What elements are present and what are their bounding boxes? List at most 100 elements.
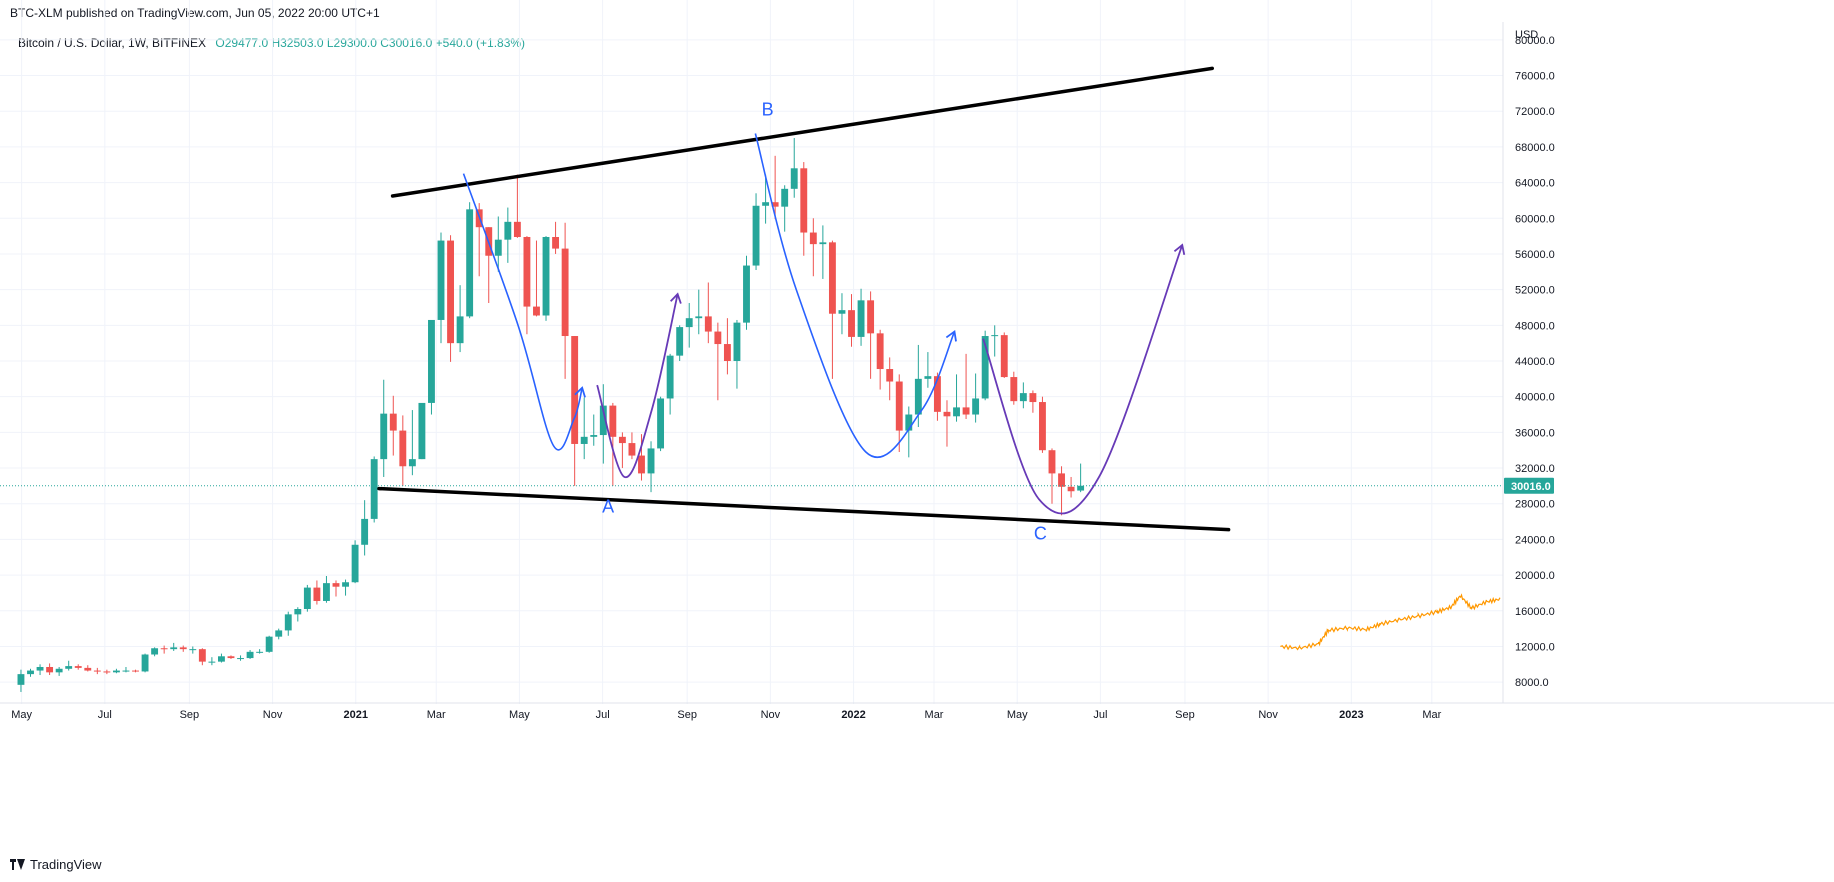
candle-up [981, 330, 989, 401]
y-tick-label: 44000.0 [1515, 356, 1555, 368]
candle-up [762, 174, 770, 224]
candle-body [790, 168, 798, 189]
candle-body [723, 344, 731, 361]
candle-body [685, 318, 693, 328]
x-tick-label: Mar [1422, 709, 1441, 721]
y-tick-label: 24000.0 [1515, 534, 1555, 546]
candle-body [657, 398, 665, 449]
candle-body [513, 221, 521, 237]
x-tick-label: Sep [677, 709, 697, 721]
candle-body [743, 265, 750, 323]
y-tick-label: 40000.0 [1515, 392, 1555, 404]
candle-body [1010, 377, 1018, 402]
candle-body [628, 443, 636, 456]
arrow-head-icon [945, 329, 957, 342]
candle-up [953, 374, 960, 422]
y-tick-label: 76000.0 [1515, 71, 1555, 83]
candle-up [294, 607, 302, 622]
candle-up [256, 649, 264, 654]
candle-up [208, 657, 216, 666]
candle-up [170, 642, 178, 651]
wave-label-c: C [1034, 523, 1047, 543]
candle-body [408, 459, 416, 467]
candle-up [122, 666, 130, 673]
candles [17, 137, 1085, 692]
candle-down [571, 336, 579, 486]
candle-up [151, 647, 159, 657]
candle-body [303, 587, 311, 610]
candle-body [714, 331, 722, 345]
candle-body [160, 648, 168, 650]
last-price-badge [1504, 477, 1554, 494]
candle-body [189, 649, 197, 651]
candle-up [418, 402, 426, 460]
candle-body [170, 647, 178, 650]
tradingview-brand[interactable]: TradingView [10, 857, 102, 872]
candle-up [752, 193, 760, 271]
candle-down [399, 415, 407, 486]
candle-up [657, 396, 665, 452]
wave-label-a: A [602, 497, 614, 517]
candle-up [265, 635, 273, 653]
candle-down [962, 353, 970, 419]
candle-down [198, 648, 206, 666]
candle-body [93, 670, 101, 672]
candle-body [179, 647, 187, 650]
candle-body [132, 670, 139, 672]
candle-body [609, 405, 617, 437]
candle-body [599, 405, 607, 436]
candle-body [256, 651, 264, 653]
purple-cycle-curve [982, 244, 1184, 515]
x-tick-label: Nov [1258, 709, 1278, 721]
trendline-lower-support [377, 486, 1231, 532]
candle-body [332, 583, 340, 587]
candle-up [456, 285, 464, 353]
candle-body [953, 407, 960, 417]
x-tick-label: 2022 [841, 709, 865, 721]
candle-up [437, 232, 445, 344]
candle-up [733, 319, 741, 389]
candle-down [389, 395, 397, 456]
candle-body [571, 336, 579, 444]
candle-body [857, 300, 865, 337]
candle-body [380, 413, 388, 460]
candle-down [1029, 390, 1037, 413]
candle-body [1067, 486, 1075, 492]
candle-up [237, 655, 244, 661]
candle-up [55, 666, 63, 676]
last-price-label: 30016.0 [1511, 481, 1551, 493]
y-tick-label: 48000.0 [1515, 320, 1555, 332]
x-tick-label: Nov [761, 709, 781, 721]
candle-down [1000, 332, 1008, 378]
candle-down [867, 291, 875, 379]
candle-down [1067, 476, 1075, 498]
candle-up [351, 540, 359, 584]
arrow-head-icon [574, 386, 586, 398]
x-tick-label: 2023 [1339, 709, 1363, 721]
candle-up [65, 660, 73, 671]
candle-down [1010, 371, 1018, 405]
candle-down [809, 218, 817, 277]
candle-up [380, 379, 388, 477]
candle-body [466, 209, 474, 317]
candle-body [972, 398, 980, 415]
candle-up [428, 319, 435, 415]
candle-up [666, 353, 674, 415]
candle-body [504, 221, 512, 240]
candle-down [618, 432, 626, 469]
candle-up [905, 406, 913, 458]
candle-down [876, 329, 884, 390]
published-header: BTC-XLM published on TradingView.com, Ju… [10, 6, 380, 20]
candle-body [112, 670, 120, 673]
candle-body [1039, 402, 1046, 451]
axes: 80000.0 76000.0 72000.0 68000.0 64000.0 60000… [0, 22, 1834, 721]
candle-down [800, 162, 808, 256]
candle-body [552, 236, 560, 249]
wave-label-b: B [762, 100, 774, 120]
candle-body [437, 240, 445, 320]
candle-body [418, 402, 426, 460]
candle-body [217, 656, 225, 662]
y-tick-label: 64000.0 [1515, 178, 1555, 190]
candle-up [27, 668, 34, 677]
